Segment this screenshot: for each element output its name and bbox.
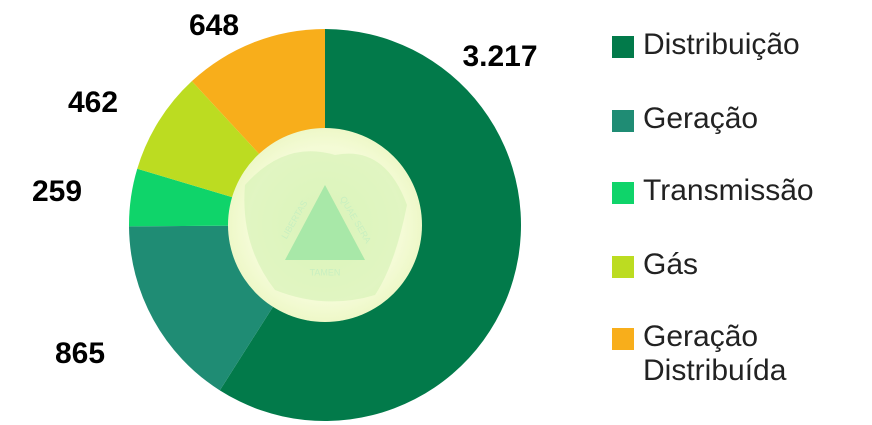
- value-label: 462: [68, 86, 118, 119]
- legend-swatch: [612, 256, 634, 278]
- legend: Distribuição Geração Transmissão Gás Geração…: [612, 28, 862, 388]
- legend-label: Geração Distribuída: [643, 320, 787, 387]
- value-label: 865: [55, 337, 105, 370]
- legend-label: Transmissão: [643, 174, 814, 207]
- emblem-text: TAMEN: [310, 267, 341, 277]
- legend-swatch: [612, 182, 634, 204]
- legend-item: Distribuição: [612, 28, 862, 62]
- value-label: 259: [32, 175, 82, 208]
- legend-swatch: [612, 110, 634, 132]
- legend-item: Geração: [612, 102, 862, 136]
- emblem-triangle: [285, 185, 365, 260]
- legend-item: Gás: [612, 248, 862, 282]
- legend-label: Distribuição: [643, 28, 800, 61]
- legend-label: Geração: [643, 102, 759, 135]
- value-label: 648: [189, 9, 239, 42]
- legend-swatch: [612, 36, 634, 58]
- legend-item: Transmissão: [612, 174, 862, 208]
- legend-item: Geração Distribuída: [612, 320, 862, 388]
- legend-swatch: [612, 328, 634, 350]
- value-label: 3.217: [462, 40, 537, 73]
- legend-label: Gás: [643, 248, 699, 281]
